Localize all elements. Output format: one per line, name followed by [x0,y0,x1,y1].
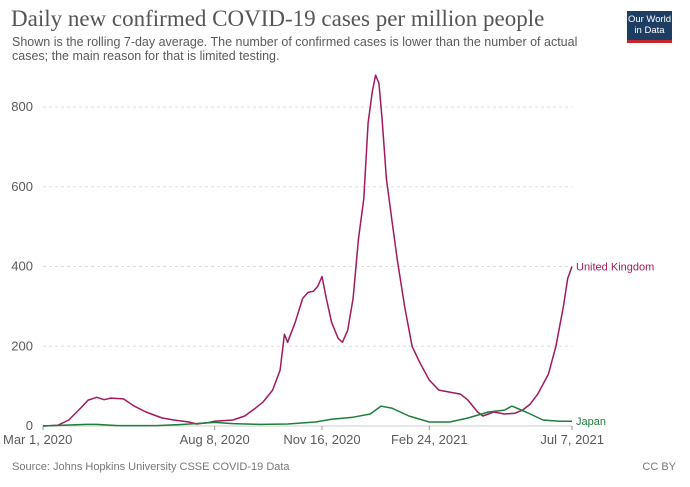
x-tick-label: Aug 8, 2020 [180,432,250,447]
y-axis-ticks: 0 200 400 600 800 [11,99,33,433]
x-tick-label: Jul 7, 2021 [540,432,604,447]
series-labels: United Kingdom Japan [576,262,654,429]
logo-line-2: in Data [634,25,665,36]
y-tick-label: 600 [11,179,33,194]
series-line-united-kingdom[interactable] [42,74,573,427]
chart-subtitle: Shown is the rolling 7-day average. The … [12,35,578,63]
series-line-japan[interactable] [42,405,572,427]
chart-title: Daily new confirmed COVID-19 cases per m… [11,6,545,31]
series-lines [42,74,573,427]
owid-logo[interactable]: Our World in Data [627,11,672,43]
grid-lines [43,106,572,427]
x-tick-label: Feb 24, 2021 [391,432,468,447]
x-tick-label: Mar 1, 2020 [3,432,72,447]
y-tick-label: 400 [11,259,33,274]
x-axis-ticks: Mar 1, 2020 Aug 8, 2020 Nov 16, 2020 Feb 24… [3,426,604,447]
x-tick-label: Nov 16, 2020 [283,432,360,447]
y-tick-label: 200 [11,338,33,353]
y-tick-label: 0 [26,418,33,433]
logo-line-1: Our World [627,14,672,25]
source-note: Source: Johns Hopkins University CSSE CO… [12,461,290,473]
license-link[interactable]: CC BY [642,461,676,473]
series-label-united-kingdom: United Kingdom [576,262,654,274]
series-label-japan: Japan [576,416,606,428]
y-tick-label: 800 [11,99,33,114]
